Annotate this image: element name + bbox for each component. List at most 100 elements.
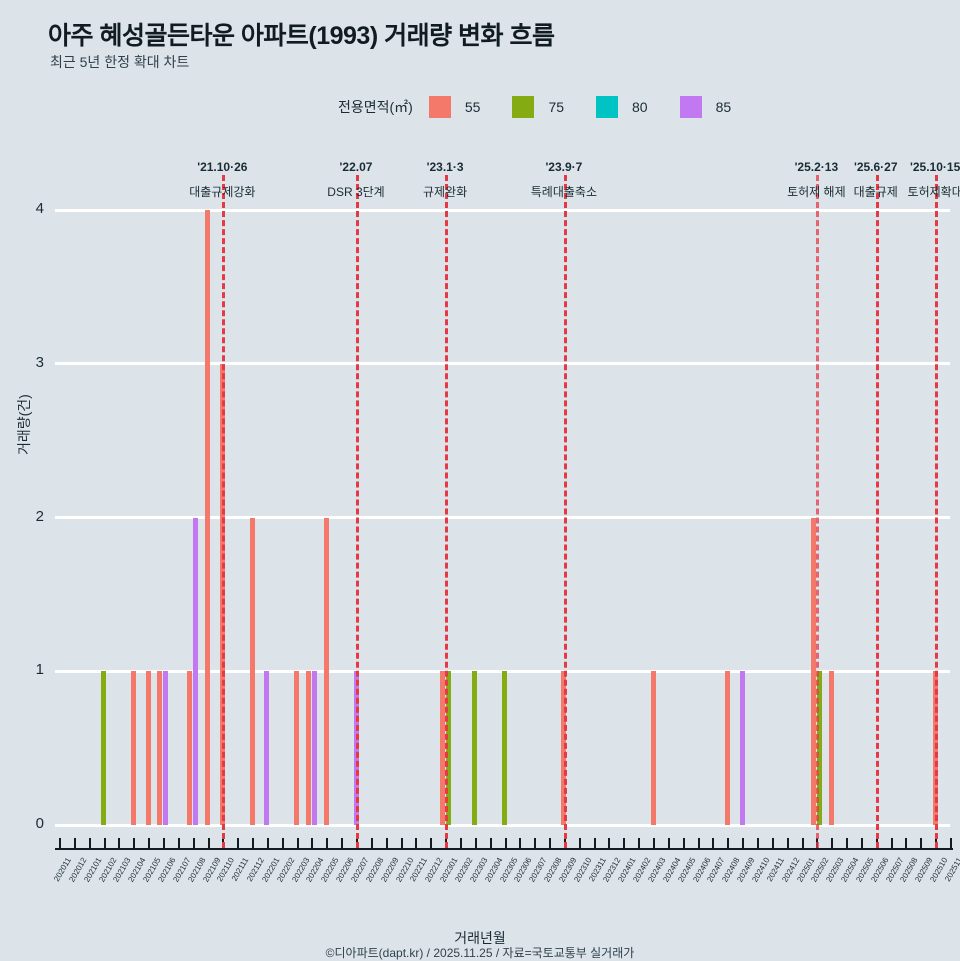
x-tick-202409 [742, 838, 745, 849]
y-tick-label-3: 3 [35, 353, 44, 371]
x-tick-202305 [504, 838, 507, 849]
x-tick-202202 [281, 838, 284, 849]
x-tick-202105 [148, 838, 151, 849]
x-tick-202201 [266, 838, 269, 849]
x-axis-line [55, 848, 953, 850]
x-tick-202401 [623, 838, 626, 849]
x-tick-202406 [697, 838, 700, 849]
bar-202105-55[interactable] [145, 671, 151, 825]
bar-202204-55[interactable] [305, 671, 311, 825]
x-tick-202509 [920, 838, 923, 849]
x-tick-202211 [415, 838, 418, 849]
bar-202301-75[interactable] [445, 671, 451, 825]
x-tick-202012 [73, 838, 76, 849]
bar-202408-55[interactable] [724, 671, 730, 825]
bar-202502-55[interactable] [810, 517, 816, 825]
x-tick-202405 [682, 838, 685, 849]
x-tick-202407 [712, 838, 715, 849]
bar-202502-75[interactable] [816, 671, 822, 825]
legend-label-75: 75 [548, 99, 565, 115]
bar-202108-85[interactable] [193, 517, 199, 825]
legend-item-55[interactable]: 55 [428, 96, 509, 118]
x-tick-202403 [653, 838, 655, 849]
event-desc-202110: 대출규제강화 [189, 185, 256, 199]
event-date-202301: '23.1·3 [426, 160, 464, 174]
legend-swatch-55 [428, 96, 451, 118]
x-tick-202107 [177, 838, 180, 849]
x-tick-202104 [133, 838, 136, 849]
x-tick-202408 [727, 838, 730, 849]
legend-items: 55 75 80 85 [428, 96, 763, 118]
x-tick-202203 [296, 838, 299, 849]
bar-202112-55[interactable] [249, 517, 255, 825]
x-tick-202501 [801, 838, 804, 849]
x-tick-202205 [326, 838, 329, 849]
legend-item-75[interactable]: 75 [512, 96, 592, 118]
event-date-202502: '25.2·13 [794, 160, 839, 174]
legend-swatch-75 [512, 96, 535, 118]
x-tick-202011 [59, 838, 61, 849]
x-tick-202212 [430, 838, 433, 849]
event-date-202110: '21.10·26 [197, 160, 248, 174]
x-tick-202204 [311, 838, 314, 849]
bar-202409-85[interactable] [739, 671, 745, 825]
bar-202503-55[interactable] [828, 671, 834, 825]
event-desc-202502: 토허제 해제 [787, 185, 846, 199]
legend-title: 전용면적(㎡) [338, 99, 413, 115]
bar-202205-55[interactable] [323, 517, 329, 825]
event-line-202309 [563, 175, 567, 848]
x-tick-202308 [549, 838, 552, 849]
x-tick-202507 [890, 838, 893, 849]
y-tick-label-2: 2 [35, 507, 44, 525]
x-tick-202209 [385, 838, 388, 849]
x-tick-202112 [252, 838, 255, 849]
event-line-202506 [875, 175, 879, 848]
y-tick-label-0: 0 [35, 815, 44, 832]
x-tick-202103 [118, 838, 121, 849]
x-tick-202504 [846, 838, 849, 849]
y-axis-title: 거래량(건) [16, 394, 32, 455]
x-tick-202206 [341, 838, 344, 849]
bar-202305-75[interactable] [502, 671, 507, 825]
x-tick-202402 [638, 838, 641, 849]
gridline-2 [55, 516, 950, 520]
event-line-202301 [445, 175, 449, 848]
bar-202104-55[interactable] [130, 671, 136, 825]
x-tick-202307 [534, 838, 537, 849]
event-date-202506: '25.6·27 [853, 160, 898, 174]
x-axis-title: 거래년월 [454, 930, 506, 946]
x-tick-202410 [756, 838, 759, 849]
footer-credit: ©디아파트(dapt.kr) / 2025.11.25 / 자료=국토교통부 실… [325, 946, 635, 960]
x-tick-202505 [860, 838, 863, 849]
y-tick-label-4: 4 [35, 200, 44, 218]
page-title: 아주 혜성골든타운 아파트(1993) 거래량 변화 흐름 [48, 22, 555, 50]
legend-label-55: 55 [464, 99, 481, 115]
bar-202102-75[interactable] [101, 671, 107, 825]
event-line-202110 [222, 175, 226, 848]
bar-202303-75[interactable] [472, 671, 478, 825]
x-tick-202302 [459, 838, 462, 849]
bar-202109-55[interactable] [205, 210, 210, 825]
bar-202106-55[interactable] [157, 671, 163, 825]
bar-202403-55[interactable] [650, 671, 656, 825]
bar-202201-85[interactable] [264, 671, 270, 825]
legend-item-85[interactable]: 85 [679, 96, 760, 118]
x-tick-202108 [192, 838, 195, 849]
x-tick-202303 [474, 838, 477, 849]
event-line-202207 [356, 175, 359, 848]
bar-202108-55[interactable] [187, 671, 193, 825]
x-tick-202411 [771, 838, 774, 849]
x-tick-202304 [489, 838, 492, 849]
legend: 전용면적(㎡) 55 75 80 85 [338, 96, 763, 118]
gridline-4 [55, 208, 950, 212]
bar-202301-55[interactable] [439, 671, 445, 825]
x-tick-202106 [162, 838, 165, 849]
x-tick-202208 [370, 838, 373, 849]
bar-202204-85[interactable] [311, 671, 317, 825]
legend-label-80: 80 [632, 99, 648, 115]
event-desc-202309: 특례대출축소 [530, 185, 598, 199]
bar-202203-55[interactable] [294, 671, 300, 825]
legend-item-80[interactable]: 80 [596, 96, 676, 118]
bar-202106-85[interactable] [163, 671, 169, 825]
